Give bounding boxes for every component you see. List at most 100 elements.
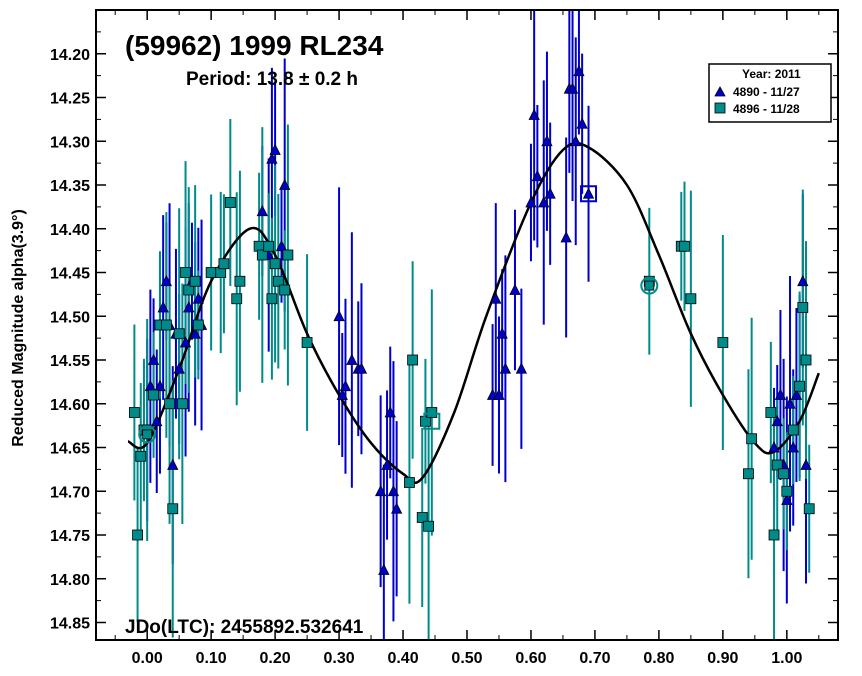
square-point [765, 407, 777, 418]
square-point [132, 529, 143, 541]
y-tick-label: 14.55 [50, 353, 90, 370]
triangle-point [499, 362, 512, 374]
x-tick-label: 0.20 [260, 650, 291, 667]
triangle-point [336, 388, 348, 400]
square-point [279, 284, 291, 296]
y-tick-label: 14.35 [50, 178, 90, 195]
y-tick-label: 14.65 [50, 441, 90, 458]
triangle-point [147, 353, 160, 365]
triangle-point [531, 169, 544, 182]
triangle-point [333, 309, 345, 322]
triangle-point [167, 458, 179, 470]
y-tick-label: 14.70 [50, 484, 90, 501]
triangle-point [528, 108, 540, 120]
plot-frame [95, 9, 839, 641]
square-point [282, 249, 294, 261]
triangle-point [189, 327, 201, 339]
triangle-point [509, 283, 521, 295]
triangle-point [541, 134, 553, 147]
triangle-point [269, 143, 281, 155]
y-tick-label: 14.45 [50, 266, 90, 283]
triangle-point [173, 362, 185, 374]
triangle-point [390, 502, 403, 514]
epoch-annotation: JDo(LTC): 2455892.532641 [125, 617, 364, 638]
triangle-point [768, 441, 780, 453]
square-point [768, 529, 780, 541]
square-point [167, 503, 179, 515]
triangle-point [384, 406, 396, 418]
square-point [234, 275, 246, 287]
triangle-point [496, 327, 508, 339]
fit-curve [127, 141, 820, 484]
y-tick-label: 14.40 [50, 222, 90, 239]
y-tick-label: 14.30 [50, 134, 90, 151]
chart-subtitle: Period: 13.8 ± 0.2 h [186, 69, 358, 90]
square-point [205, 267, 217, 278]
triangle-point [797, 274, 809, 287]
square-point [164, 398, 175, 410]
square-point [301, 337, 313, 348]
square-point [135, 450, 147, 462]
legend-entry-4890: 4890 - 11/27 [733, 85, 800, 99]
triangle-point [515, 362, 528, 374]
triangle-point [160, 274, 173, 287]
triangle-point [151, 414, 163, 427]
square-point [794, 380, 806, 392]
highlighted-points [138, 185, 659, 444]
triangle-point [339, 379, 352, 392]
square-point [160, 319, 172, 331]
square-point [272, 275, 284, 287]
x-tick-label: 1.00 [771, 650, 802, 667]
square-point [679, 240, 690, 252]
triangle-point [387, 484, 400, 497]
square-point [743, 468, 754, 480]
y-axis-label: Reduced Magnitude alpha(3.9°) [10, 209, 27, 447]
square-point [269, 258, 281, 270]
legend: Year: 2011 4890 - 11/27 4896 - 11/28 [708, 63, 832, 123]
square-point [148, 389, 159, 401]
highlight-circle [640, 276, 659, 295]
triangle-point [538, 196, 550, 208]
square-point [183, 284, 195, 296]
square-point [256, 249, 268, 261]
x-tick-label: 0.60 [515, 650, 546, 667]
square-point [224, 197, 236, 208]
legend-entry-4896: 4896 - 11/28 [733, 102, 800, 116]
square-point [180, 267, 191, 278]
legend-square-marker [714, 102, 726, 114]
square-point [407, 354, 419, 366]
y-tick-label: 14.25 [50, 91, 90, 108]
triangle-point [582, 187, 595, 199]
legend-title: Year: 2011 [742, 67, 801, 81]
y-tick-label: 14.80 [50, 572, 90, 589]
square-point [717, 337, 729, 348]
chart-title: (59962) 1999 RL234 [125, 30, 384, 61]
triangle-point [787, 441, 799, 453]
triangle-point [774, 388, 787, 400]
triangle-point [275, 239, 288, 252]
square-point [416, 512, 428, 523]
triangle-point [279, 178, 291, 190]
triangle-point [154, 379, 166, 392]
square-point [803, 503, 815, 515]
triangle-point [576, 117, 588, 129]
triangle-point [374, 484, 387, 497]
square-point [426, 407, 438, 418]
triangle-point [570, 134, 582, 147]
triangle-point [781, 493, 793, 505]
triangle-point [784, 397, 796, 409]
triangle-point [381, 458, 393, 470]
square-point [423, 520, 435, 532]
triangle-point [157, 301, 169, 313]
square-point [218, 258, 230, 270]
triangle-point [355, 362, 368, 374]
triangle-point [490, 292, 502, 304]
square-point [685, 293, 697, 305]
triangle-point [771, 414, 783, 427]
square-point [176, 398, 188, 410]
y-tick-label: 14.75 [50, 528, 90, 545]
x-tick-label: 0.90 [707, 650, 738, 667]
triangle-point [560, 231, 572, 243]
y-tick-label: 14.20 [50, 47, 90, 64]
square-point [746, 433, 758, 445]
